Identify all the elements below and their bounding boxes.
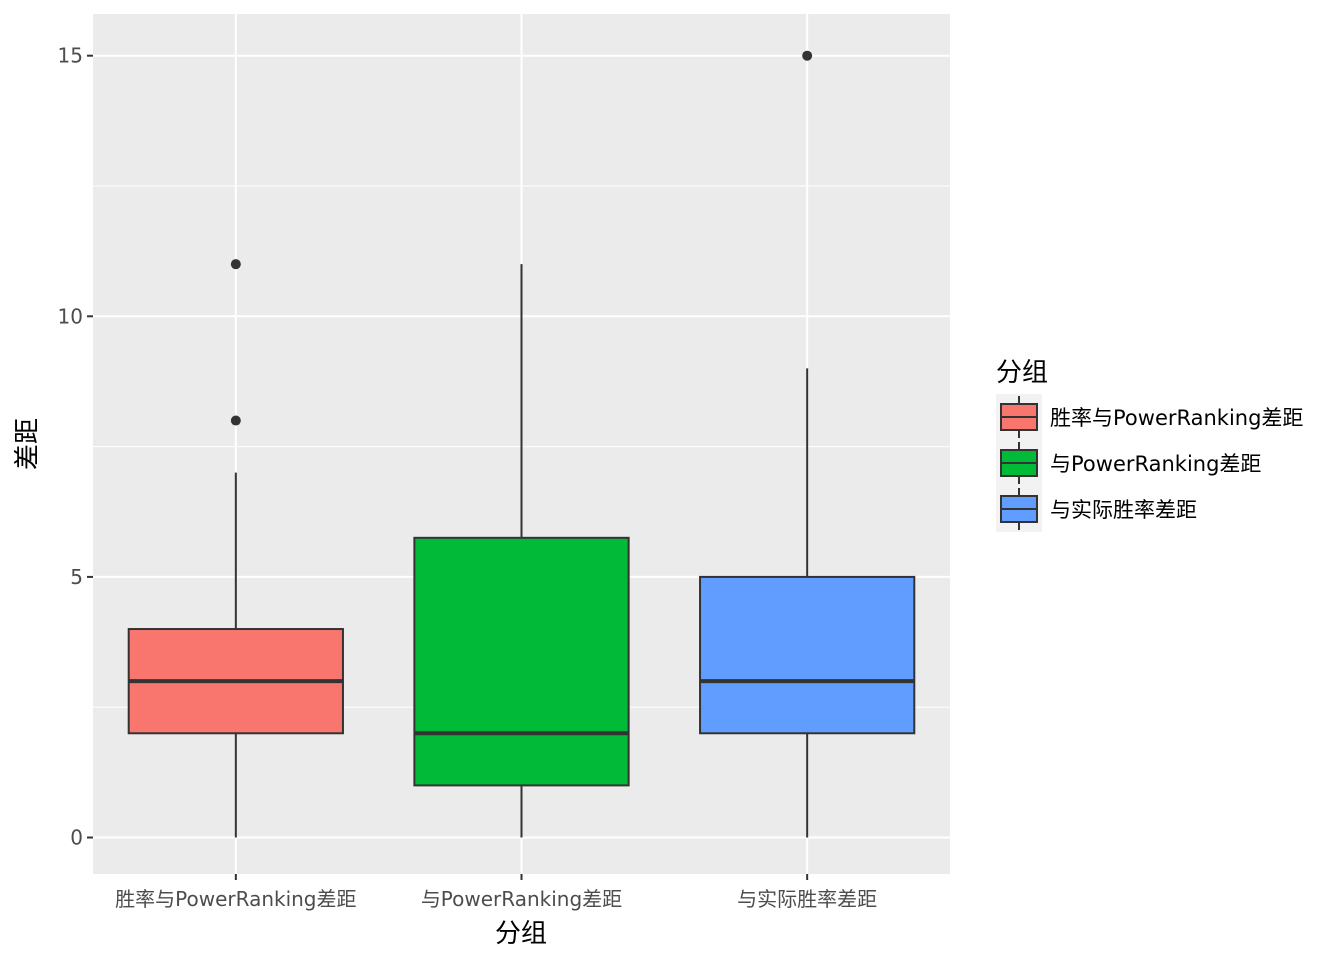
legend-item: 与PowerRanking差距: [996, 440, 1261, 486]
x-tick-label: 与PowerRanking差距: [421, 887, 622, 911]
box: [413, 536, 630, 787]
x-tick-label: 胜率与PowerRanking差距: [115, 887, 356, 911]
boxes: [127, 50, 916, 838]
legend-label: 胜率与PowerRanking差距: [1050, 406, 1303, 430]
outlier-point: [230, 415, 241, 426]
y-tick-label: 0: [70, 826, 83, 850]
legend-title: 分组: [996, 358, 1048, 388]
box-group: [413, 264, 630, 838]
box-group: [127, 259, 344, 838]
y-tick-label: 15: [58, 44, 83, 68]
box-group: [699, 50, 916, 838]
outlier-point: [802, 50, 813, 61]
legend-item: 与实际胜率差距: [996, 486, 1197, 532]
outlier-point: [230, 259, 241, 270]
y-axis: 0 5 10 15: [58, 44, 93, 850]
legend: 分组 胜率与PowerRanking差距与PowerRanking差距与实际胜率…: [996, 358, 1303, 532]
box: [699, 575, 916, 735]
y-tick-label: 5: [70, 565, 83, 589]
x-axis-title: 分组: [495, 919, 547, 949]
x-axis: 胜率与PowerRanking差距 与PowerRanking差距 与实际胜率差距: [115, 874, 877, 911]
y-tick-label: 10: [58, 304, 83, 328]
legend-label: 与PowerRanking差距: [1050, 452, 1261, 476]
legend-item: 胜率与PowerRanking差距: [996, 394, 1303, 440]
x-tick-label: 与实际胜率差距: [737, 887, 877, 911]
y-axis-title: 差距: [13, 418, 43, 470]
legend-label: 与实际胜率差距: [1050, 498, 1197, 522]
